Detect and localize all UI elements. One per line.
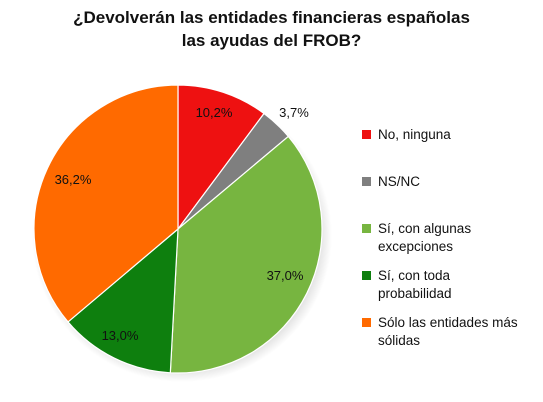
legend-label-line: No, ninguna: [378, 127, 451, 142]
data-label-algunas-excepciones: 37,0%: [267, 268, 304, 283]
chart-title-line-2: las ayudas del FROB?: [181, 31, 362, 50]
legend-label-line: sólidas: [378, 333, 421, 348]
legend-label-line: Sí, con algunas: [378, 221, 472, 236]
pie-slice-mas-solidas: [33, 84, 179, 323]
chart-title-line-1: ¿Devolverán las entidades financieras es…: [73, 8, 470, 27]
legend-swatch: [362, 224, 371, 233]
legend-label-line: Sólo las entidades más: [378, 315, 518, 330]
legend-swatch: [362, 271, 371, 280]
legend-swatch: [362, 130, 371, 139]
legend-label: Sólo las entidades más sólidas: [378, 314, 540, 350]
legend-label-line: probabilidad: [378, 286, 452, 301]
legend-label-line: excepciones: [378, 239, 454, 254]
legend-label: Sí, con algunas excepciones: [378, 220, 540, 256]
legend-swatch: [362, 318, 371, 327]
data-label-no-ninguna: 10,2%: [196, 105, 233, 120]
legend-label-line: Sí, con toda: [378, 268, 451, 283]
legend-label: No, ninguna: [378, 126, 540, 144]
legend-label: Sí, con toda probabilidad: [378, 267, 540, 303]
chart-title: ¿Devolverán las entidades financieras es…: [0, 6, 543, 52]
pie-slice-algunas-excepciones: [169, 135, 323, 374]
data-label-toda-probabilidad: 13,0%: [102, 328, 139, 343]
pie-slice-toda-probabilidad: [67, 227, 179, 374]
data-label-ns-nc: 3,7%: [279, 105, 309, 120]
pie-slice-no-ninguna: [177, 84, 265, 231]
legend-swatch: [362, 177, 371, 186]
data-label-mas-solidas: 36,2%: [55, 172, 92, 187]
legend-label-line: NS/NC: [378, 174, 421, 189]
legend-label: NS/NC: [378, 173, 540, 191]
